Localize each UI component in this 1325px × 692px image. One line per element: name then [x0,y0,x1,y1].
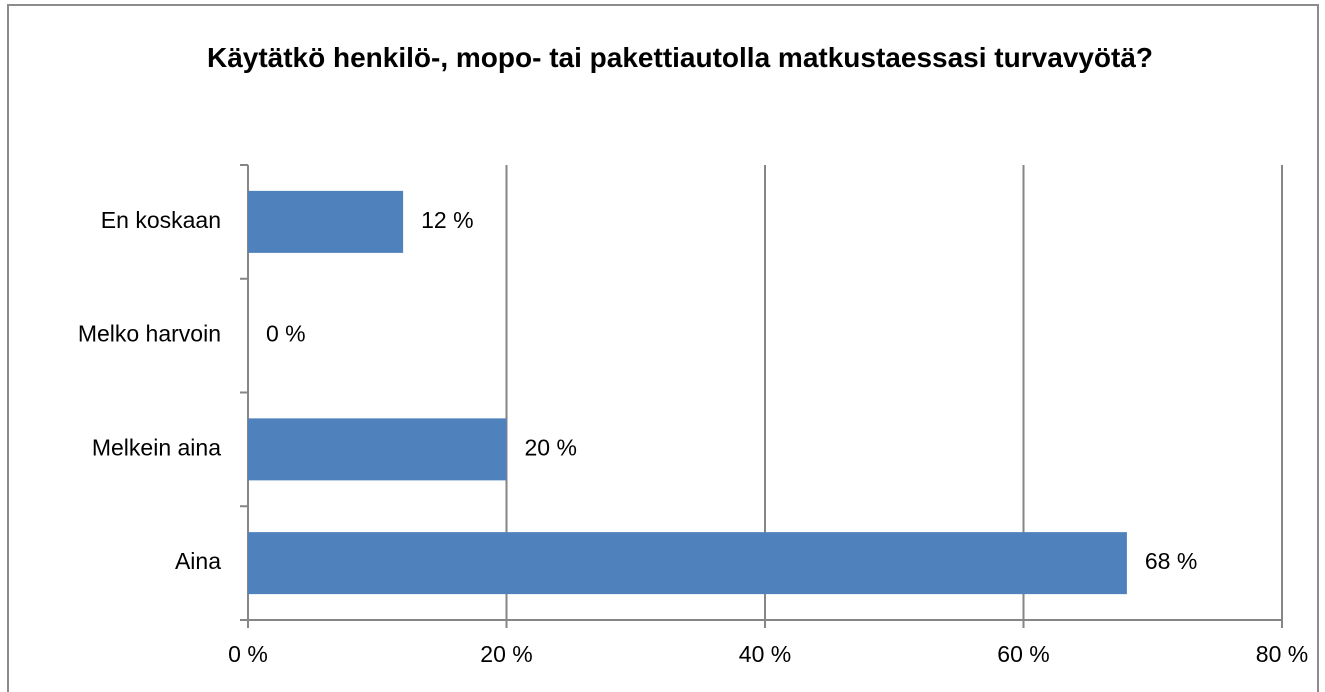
x-tick-label: 60 % [997,641,1049,667]
data-label: 12 % [421,207,473,233]
x-tick-label: 40 % [739,641,791,667]
y-tick-label: En koskaan [101,207,221,233]
y-tick-label: Aina [175,548,221,574]
bar [248,532,1127,595]
y-tick-label: Melkein aina [92,434,221,460]
data-label: 20 % [525,434,577,460]
bar [248,190,404,253]
x-tick-label: 0 % [228,641,268,667]
x-tick-label: 80 % [1256,641,1308,667]
chart-title: Käytätkö henkilö-, mopo- tai pakettiauto… [206,42,1154,73]
x-tick-label: 20 % [480,641,532,667]
data-label: 68 % [1145,548,1197,574]
bar [248,418,507,481]
y-tick-label: Melko harvoin [78,321,221,347]
chart-border [7,4,1319,692]
data-label: 0 % [266,321,306,347]
